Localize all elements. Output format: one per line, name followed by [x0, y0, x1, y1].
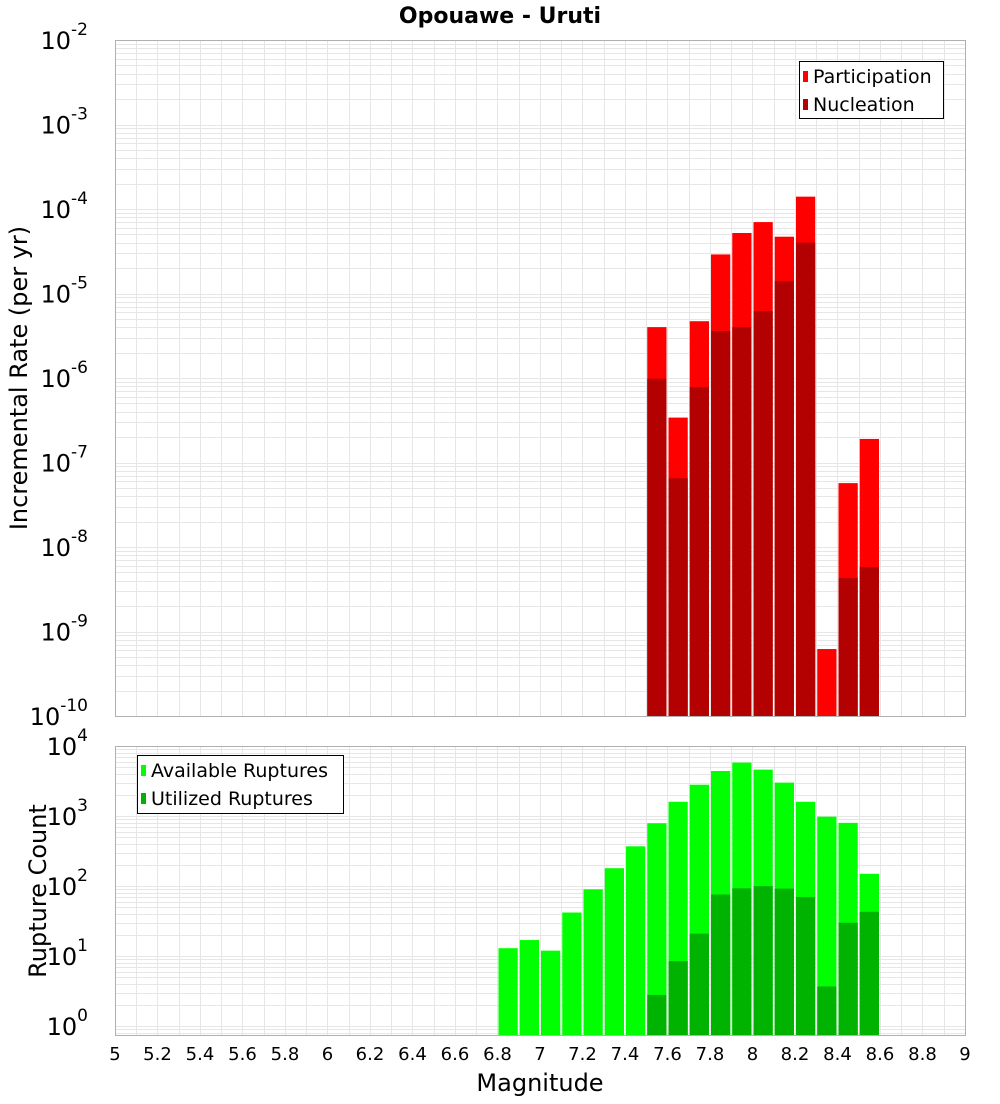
- bottom-panel-rupture-counts: 100 101 102 103 104 5 5.2 5.4 5.6 5.8 6 6.2 6.4 6.6 6.…: [47, 726, 971, 1065]
- bar: [859, 566, 879, 716]
- bar: [604, 868, 624, 1035]
- y-tick-label: 102: [47, 866, 88, 901]
- bar: [668, 961, 688, 1035]
- bar: [838, 922, 858, 1035]
- y-tick-label: 10-7: [41, 443, 89, 478]
- bar: [689, 933, 709, 1035]
- x-tick-label: 5.4: [186, 1044, 215, 1065]
- bar: [647, 994, 667, 1035]
- legend-swatch: [803, 71, 808, 82]
- legend-swatch: [803, 99, 808, 110]
- x-tick-label: 5.8: [271, 1044, 300, 1065]
- x-tick-label: 5.6: [228, 1044, 257, 1065]
- bar: [796, 896, 816, 1035]
- y-tick-labels: 100 101 102 103 104: [47, 726, 88, 1041]
- y-tick-label: 100: [47, 1006, 88, 1041]
- y-tick-label: 10-9: [41, 612, 89, 647]
- x-tick-label: 6.4: [398, 1044, 427, 1065]
- x-tick-label: 6.6: [441, 1044, 470, 1065]
- y-tick-label: 10-4: [41, 189, 89, 224]
- bar: [774, 888, 794, 1035]
- x-axis-label: Magnitude: [476, 1069, 603, 1097]
- y-tick-label: 10-6: [41, 358, 89, 393]
- bar: [647, 823, 667, 1035]
- y-tick-label: 10-8: [41, 527, 89, 562]
- legend-swatch: [141, 793, 146, 804]
- legend-box: [799, 61, 944, 119]
- x-tick-label: 7.4: [611, 1044, 640, 1065]
- x-tick-label: 9: [959, 1044, 970, 1065]
- legend-label: Nucleation: [813, 94, 915, 116]
- top-y-axis-label: Incremental Rate (per yr): [5, 226, 33, 530]
- bar: [583, 889, 603, 1035]
- bar: [817, 816, 837, 1035]
- y-tick-label: 10-2: [41, 20, 89, 55]
- top-panel-rates: 10-10 10-9 10-8 10-7 10-6 10-5 10-4 10-3 10-2 Par…: [30, 20, 966, 731]
- x-tick-label: 7.8: [696, 1044, 725, 1065]
- bar: [817, 649, 837, 716]
- bar: [626, 846, 646, 1035]
- bar: [647, 378, 667, 716]
- x-tick-label: 7.2: [568, 1044, 597, 1065]
- legend: Available Ruptures Utilized Ruptures: [137, 755, 344, 814]
- bar: [732, 888, 752, 1035]
- x-tick-label: 7.6: [653, 1044, 682, 1065]
- y-tick-label: 10-10: [30, 696, 88, 731]
- y-tick-label: 101: [47, 936, 88, 971]
- x-tick-label: 6.2: [356, 1044, 385, 1065]
- x-tick-label: 8.6: [866, 1044, 895, 1065]
- x-tick-label: 6.8: [483, 1044, 512, 1065]
- x-tick-label: 6: [322, 1044, 333, 1065]
- bar: [689, 387, 709, 716]
- bar: [753, 311, 773, 716]
- bar: [498, 948, 518, 1035]
- legend: Participation Nucleation: [799, 61, 944, 119]
- bar: [753, 886, 773, 1035]
- bar: [732, 327, 752, 716]
- y-tick-label: 10-5: [41, 274, 89, 309]
- y-tick-label: 104: [47, 726, 88, 761]
- legend-swatch: [141, 765, 146, 776]
- x-tick-labels: 5 5.2 5.4 5.6 5.8 6 6.2 6.4 6.6 6.8 7 7.2 7.4 7.6 7.8 8…: [109, 1044, 970, 1065]
- plot-frame: [115, 40, 966, 717]
- series-utilized-ruptures: [647, 886, 879, 1035]
- bar: [774, 281, 794, 716]
- plot-frame: [115, 746, 966, 1036]
- x-tick-label: 8: [747, 1044, 758, 1065]
- x-tick-label: 5: [109, 1044, 120, 1065]
- x-tick-label: 5.2: [143, 1044, 172, 1065]
- legend-label: Available Ruptures: [151, 760, 328, 782]
- legend-label: Participation: [813, 66, 932, 88]
- x-tick-label: 8.2: [781, 1044, 810, 1065]
- bar: [519, 940, 539, 1035]
- x-tick-label: 8.4: [823, 1044, 852, 1065]
- bar: [668, 478, 688, 716]
- grid: [115, 40, 966, 717]
- y-tick-label: 10-3: [41, 105, 89, 140]
- bottom-y-axis-label: Rupture Count: [24, 804, 52, 978]
- legend-label: Utilized Ruptures: [151, 788, 313, 810]
- bar: [796, 242, 816, 717]
- bar: [711, 894, 731, 1035]
- bar: [838, 577, 858, 716]
- bar: [859, 911, 879, 1035]
- bar: [562, 912, 582, 1035]
- bar: [817, 986, 837, 1035]
- bar: [711, 330, 731, 716]
- y-tick-labels: 10-10 10-9 10-8 10-7 10-6 10-5 10-4 10-3 10-2: [30, 20, 88, 731]
- legend-box: [137, 755, 344, 814]
- y-tick-label: 103: [47, 796, 88, 831]
- chart-title: Opouawe - Uruti: [399, 4, 601, 29]
- x-tick-label: 7: [534, 1044, 545, 1065]
- x-tick-label: 8.8: [908, 1044, 937, 1065]
- series-nucleation: [647, 242, 879, 717]
- bar: [541, 950, 561, 1035]
